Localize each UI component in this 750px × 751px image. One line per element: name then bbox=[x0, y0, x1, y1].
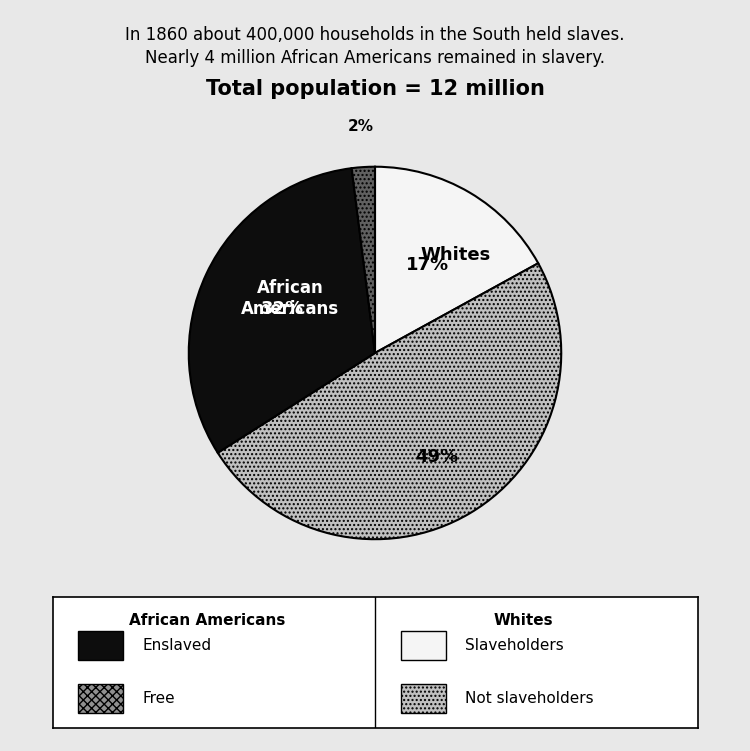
Wedge shape bbox=[352, 167, 375, 353]
Wedge shape bbox=[189, 168, 375, 453]
Text: 17%: 17% bbox=[406, 256, 448, 274]
Text: In 1860 about 400,000 households in the South held slaves.: In 1860 about 400,000 households in the … bbox=[125, 26, 625, 44]
Wedge shape bbox=[217, 264, 561, 539]
Text: 49%: 49% bbox=[415, 448, 458, 466]
Bar bbox=[78, 631, 124, 660]
Text: African
Americans: African Americans bbox=[241, 279, 339, 318]
Wedge shape bbox=[375, 167, 538, 353]
Text: Slaveholders: Slaveholders bbox=[465, 638, 564, 653]
Bar bbox=[400, 683, 446, 713]
Text: Whites: Whites bbox=[420, 246, 491, 264]
Text: Free: Free bbox=[142, 691, 176, 706]
Bar bbox=[400, 631, 446, 660]
Bar bbox=[78, 683, 124, 713]
Text: Nearly 4 million African Americans remained in slavery.: Nearly 4 million African Americans remai… bbox=[145, 49, 605, 67]
Text: Whites: Whites bbox=[494, 613, 554, 628]
Text: Enslaved: Enslaved bbox=[142, 638, 212, 653]
Text: Total population = 12 million: Total population = 12 million bbox=[206, 79, 544, 99]
Text: 32%: 32% bbox=[261, 300, 304, 318]
Text: Not slaveholders: Not slaveholders bbox=[465, 691, 594, 706]
Text: 2%: 2% bbox=[348, 119, 374, 134]
Text: African Americans: African Americans bbox=[129, 613, 286, 628]
